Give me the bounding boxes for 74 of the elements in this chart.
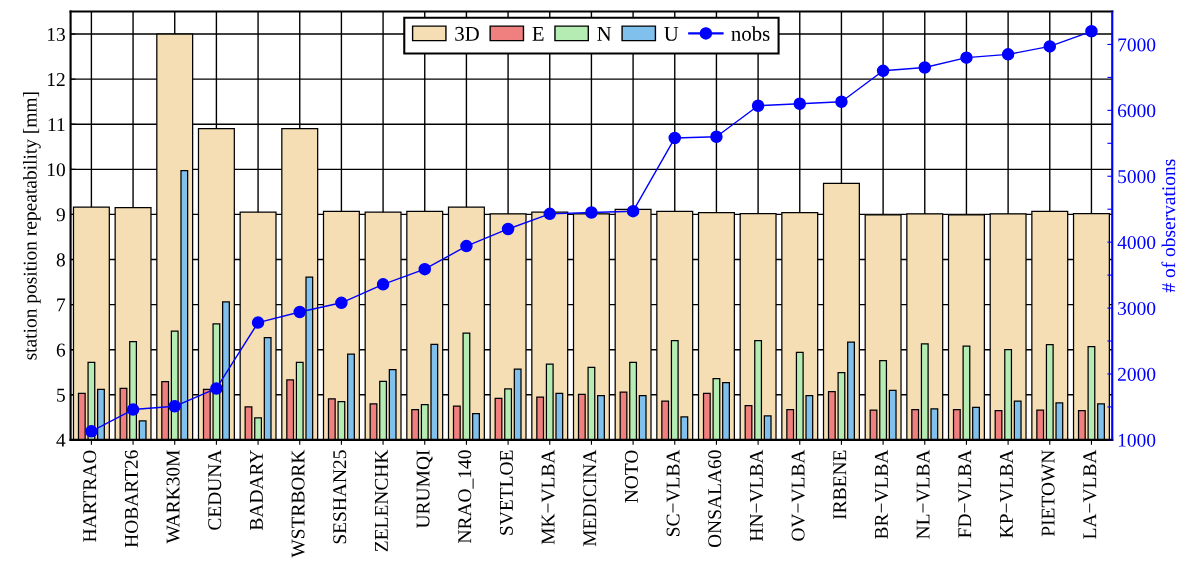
legend-label: nobs [731, 26, 770, 41]
y-tick-label: 10 [47, 163, 65, 177]
point [626, 204, 640, 218]
x-tick-label: IRBENE [833, 450, 847, 520]
x-tick-label: ONSALA60 [708, 450, 722, 548]
x-tick-label: MK−VLBA [541, 449, 555, 545]
point [585, 206, 598, 219]
x-tick-label: URUMQI [416, 450, 433, 529]
point [418, 262, 431, 276]
point [460, 239, 473, 253]
point [85, 425, 98, 438]
x-tick-label: PIETOWN [1041, 450, 1055, 537]
y2-tick-label: 4000 [1117, 235, 1156, 250]
legend-label: 3D [455, 26, 479, 41]
point [251, 316, 265, 329]
y-tick-label: 6 [56, 343, 66, 357]
point [1001, 48, 1015, 61]
x-tick-label: CEDUNA [208, 449, 222, 530]
x-tick-label: KP−VLBA [999, 449, 1014, 538]
x-tick-label: SVETLOE [499, 450, 514, 535]
point [335, 296, 348, 310]
point [1043, 40, 1057, 53]
point [126, 403, 140, 416]
x-tick-label: OV−VLBA [791, 449, 805, 541]
point [918, 61, 932, 74]
y-tick-label: 11 [48, 118, 65, 131]
x-tick-label: SESHAN25 [333, 450, 347, 544]
y-tick-label: 5 [57, 388, 65, 402]
x-tick-label: HARTRAO [83, 450, 97, 542]
legend-label: E [532, 27, 544, 41]
y-tick-label: 12 [47, 73, 65, 86]
y-tick-label: 7 [57, 298, 66, 312]
x-tick-label: SC−VLBA [666, 449, 680, 536]
point [876, 64, 890, 78]
y-axis-title: station position repeatability [mm] [23, 92, 41, 360]
point [168, 400, 181, 413]
y2-tick-label: 1000 [1118, 433, 1156, 447]
x-tick-label: HN−VLBA [749, 449, 764, 542]
legend-label: U [664, 27, 679, 41]
y2-tick-label: 3000 [1118, 301, 1156, 316]
point [835, 95, 848, 109]
point [543, 207, 557, 221]
x-tick-label: LA−VLBA [1083, 449, 1097, 539]
y2-tick-label: 2000 [1117, 367, 1156, 381]
x-tick-label: BADARY [249, 450, 263, 531]
x-tick-label: BR−VLBA [874, 449, 889, 539]
x-tick-label: WARK30M [166, 450, 180, 544]
y2-tick-label: 7000 [1118, 38, 1156, 52]
y2-tick-label: 6000 [1117, 104, 1156, 118]
x-tick-label: FD−VLBA [958, 449, 972, 538]
point [501, 222, 515, 236]
y-tick-label: 13 [47, 27, 65, 41]
point [1085, 25, 1098, 38]
y2-tick-label: 5000 [1118, 170, 1156, 184]
x-tick-label: NL−VLBA [916, 449, 930, 539]
y-tick-label: 4 [56, 433, 66, 447]
x-tick-label: HOBART26 [124, 450, 138, 548]
y2-axis-title: # of observations [1161, 159, 1176, 293]
point [376, 278, 390, 291]
x-tick-label: WSTRBORK [291, 449, 305, 558]
y-tick-label: 8 [56, 253, 65, 267]
x-tick-label: NRAO_140 [458, 450, 474, 544]
x-tick-label: NOTO [624, 450, 638, 503]
point [751, 99, 765, 112]
y-tick-label: 9 [56, 208, 65, 222]
legend-label: N [597, 27, 612, 41]
point [793, 97, 807, 111]
x-tick-label: ZELENCHK [374, 449, 388, 552]
point [960, 51, 973, 64]
point [710, 130, 723, 143]
point [668, 131, 682, 145]
point [210, 382, 223, 395]
x-tick-label: MEDICINA [583, 449, 597, 547]
point [293, 305, 306, 319]
